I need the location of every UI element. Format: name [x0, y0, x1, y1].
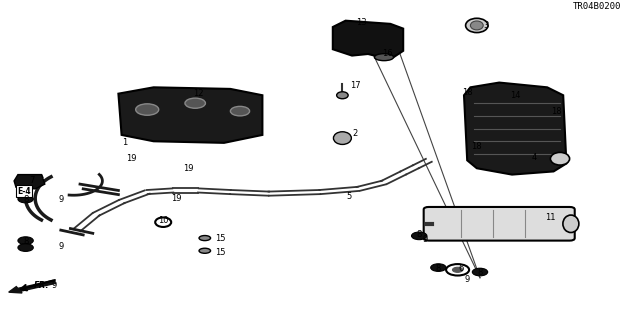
Polygon shape	[118, 87, 262, 143]
Circle shape	[18, 195, 33, 203]
Text: E-4: E-4	[17, 187, 31, 196]
Text: 1: 1	[122, 138, 127, 147]
Text: 16: 16	[382, 49, 392, 58]
Text: 6: 6	[458, 264, 463, 273]
Text: 10: 10	[158, 216, 168, 225]
Circle shape	[230, 106, 250, 116]
Ellipse shape	[333, 132, 351, 145]
Ellipse shape	[470, 21, 483, 30]
Polygon shape	[464, 83, 566, 174]
FancyBboxPatch shape	[424, 207, 575, 241]
Text: 9: 9	[423, 235, 428, 244]
Circle shape	[18, 244, 33, 251]
Circle shape	[431, 264, 446, 271]
Circle shape	[412, 232, 427, 240]
Text: 19: 19	[126, 154, 136, 163]
Text: 4: 4	[532, 153, 537, 162]
Text: 15: 15	[216, 234, 226, 242]
Text: 3: 3	[484, 21, 489, 30]
Ellipse shape	[199, 248, 211, 253]
Text: 7: 7	[29, 176, 35, 185]
Text: 9: 9	[58, 241, 63, 250]
Circle shape	[452, 267, 463, 272]
Ellipse shape	[466, 18, 488, 33]
Circle shape	[472, 268, 488, 276]
Text: TR04B0200: TR04B0200	[572, 2, 621, 11]
Ellipse shape	[155, 218, 172, 227]
Text: 15: 15	[216, 248, 226, 257]
Circle shape	[185, 98, 205, 108]
Polygon shape	[333, 21, 403, 57]
Text: 12: 12	[193, 89, 204, 98]
Text: 9: 9	[465, 275, 470, 284]
Text: 11: 11	[545, 213, 556, 222]
Text: 9: 9	[52, 281, 57, 290]
Text: 18: 18	[462, 88, 472, 97]
Text: 8: 8	[23, 196, 28, 204]
Text: 2: 2	[353, 129, 358, 138]
Ellipse shape	[563, 215, 579, 233]
Ellipse shape	[337, 92, 348, 99]
Text: 17: 17	[350, 81, 360, 90]
Text: 19: 19	[171, 194, 181, 203]
Text: 18: 18	[552, 107, 562, 115]
Text: 19: 19	[184, 164, 194, 173]
Ellipse shape	[199, 235, 211, 241]
Circle shape	[446, 264, 469, 276]
Circle shape	[18, 237, 33, 244]
Text: 8: 8	[436, 264, 441, 273]
Text: 14: 14	[510, 91, 520, 100]
Text: FR.: FR.	[34, 281, 49, 290]
Ellipse shape	[550, 152, 570, 165]
Text: 5: 5	[346, 192, 351, 201]
Ellipse shape	[374, 54, 394, 61]
Circle shape	[136, 104, 159, 115]
Text: 9: 9	[58, 196, 63, 204]
Text: 13: 13	[356, 18, 367, 27]
Text: 18: 18	[472, 142, 482, 151]
FancyArrow shape	[9, 280, 56, 293]
Text: 8: 8	[477, 269, 483, 278]
Text: 8: 8	[417, 230, 422, 239]
Polygon shape	[14, 174, 45, 189]
Text: 8: 8	[23, 237, 28, 246]
